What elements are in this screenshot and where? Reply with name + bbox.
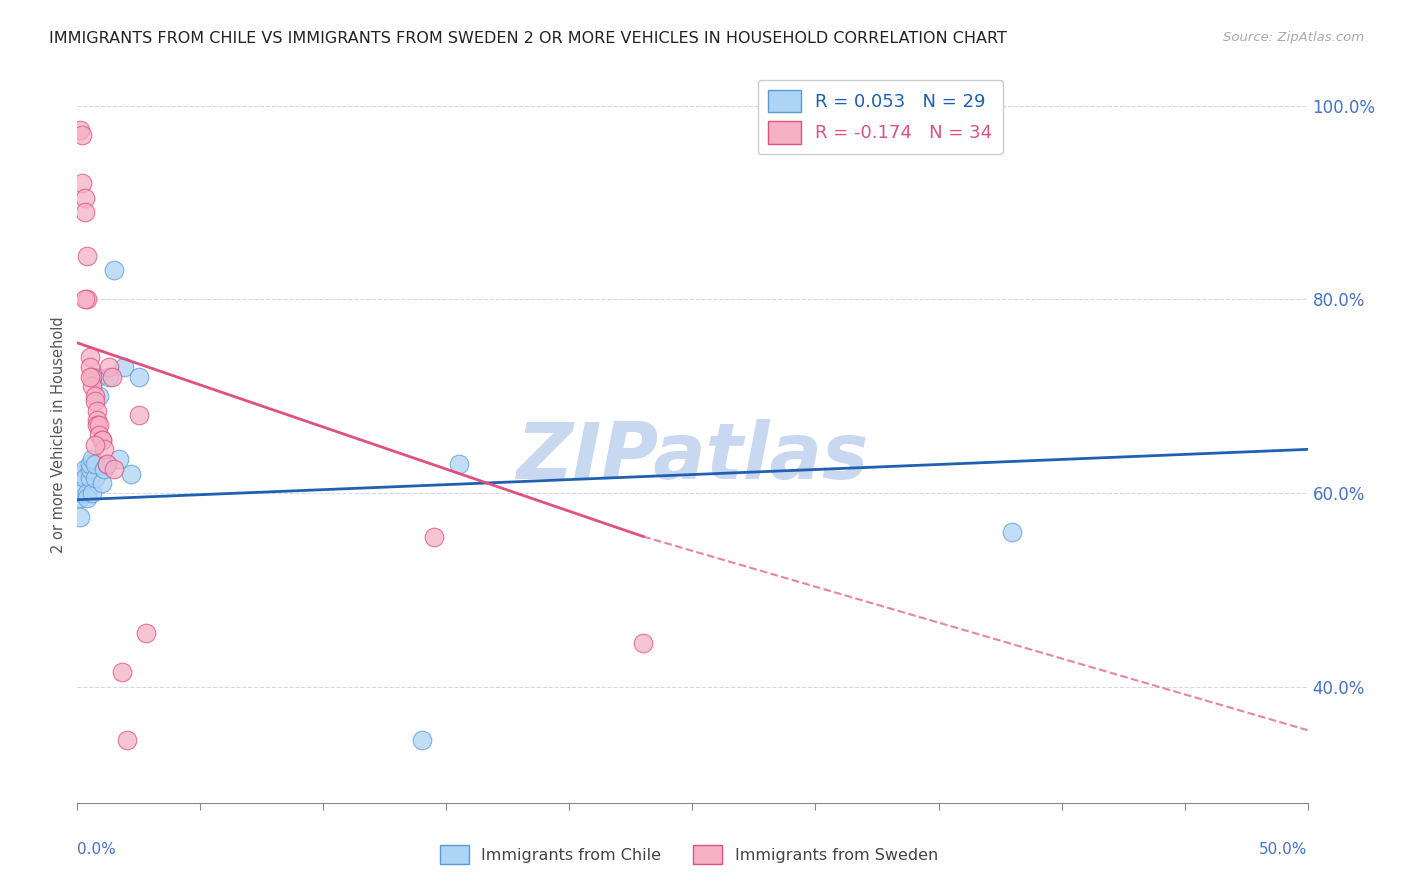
Point	[83, 457, 105, 471]
Text: 50.0%: 50.0%	[1260, 841, 1308, 856]
Point	[82, 486, 104, 500]
Point	[70, 467, 93, 481]
Point	[76, 293, 98, 307]
Point	[447, 457, 470, 471]
Point	[96, 457, 118, 471]
Point	[89, 389, 111, 403]
Point	[76, 491, 98, 505]
Point	[89, 418, 111, 433]
Point	[86, 403, 108, 417]
Point	[79, 471, 101, 485]
Legend: R = 0.053   N = 29, R = -0.174   N = 34: R = 0.053 N = 29, R = -0.174 N = 34	[758, 79, 1004, 154]
Point	[79, 360, 101, 375]
Point	[73, 191, 96, 205]
Point	[82, 369, 104, 384]
Point	[135, 626, 157, 640]
Point	[79, 461, 101, 475]
Point	[73, 205, 96, 219]
Point	[83, 394, 105, 409]
Point	[1001, 524, 1024, 539]
Point	[111, 665, 132, 679]
Y-axis label: 2 or more Vehicles in Household: 2 or more Vehicles in Household	[51, 317, 66, 553]
Text: Source: ZipAtlas.com: Source: ZipAtlas.com	[1223, 31, 1364, 45]
Point	[103, 263, 125, 277]
Point	[128, 369, 150, 384]
Point	[101, 369, 124, 384]
Point	[69, 123, 91, 137]
Point	[96, 457, 118, 471]
Point	[103, 461, 125, 475]
Point	[83, 437, 105, 451]
Point	[86, 369, 108, 384]
Point	[121, 467, 143, 481]
Point	[76, 486, 98, 500]
Point	[98, 360, 121, 375]
Point	[82, 379, 104, 393]
Point	[69, 510, 91, 524]
Point	[70, 486, 93, 500]
Point	[115, 732, 138, 747]
Point	[411, 732, 433, 747]
Point	[76, 249, 98, 263]
Point	[90, 433, 114, 447]
Point	[93, 442, 115, 457]
Point	[86, 413, 108, 427]
Point	[633, 636, 655, 650]
Point	[86, 418, 108, 433]
Point	[73, 293, 96, 307]
Point	[108, 452, 131, 467]
Point	[128, 409, 150, 423]
Text: 0.0%: 0.0%	[77, 841, 117, 856]
Point	[83, 389, 105, 403]
Point	[79, 351, 101, 365]
Point	[89, 428, 111, 442]
Point	[93, 461, 115, 475]
Point	[90, 476, 114, 491]
Point	[73, 471, 96, 485]
Point	[73, 461, 96, 475]
Point	[70, 128, 93, 142]
Point	[83, 471, 105, 485]
Point	[70, 176, 93, 190]
Point	[423, 529, 446, 543]
Point	[112, 360, 135, 375]
Point	[79, 457, 101, 471]
Legend: Immigrants from Chile, Immigrants from Sweden: Immigrants from Chile, Immigrants from S…	[433, 838, 945, 871]
Point	[82, 452, 104, 467]
Point	[90, 433, 114, 447]
Text: IMMIGRANTS FROM CHILE VS IMMIGRANTS FROM SWEDEN 2 OR MORE VEHICLES IN HOUSEHOLD : IMMIGRANTS FROM CHILE VS IMMIGRANTS FROM…	[49, 31, 1007, 46]
Point	[98, 369, 121, 384]
Text: ZIPatlas: ZIPatlas	[516, 419, 869, 495]
Point	[79, 369, 101, 384]
Point	[69, 491, 91, 505]
